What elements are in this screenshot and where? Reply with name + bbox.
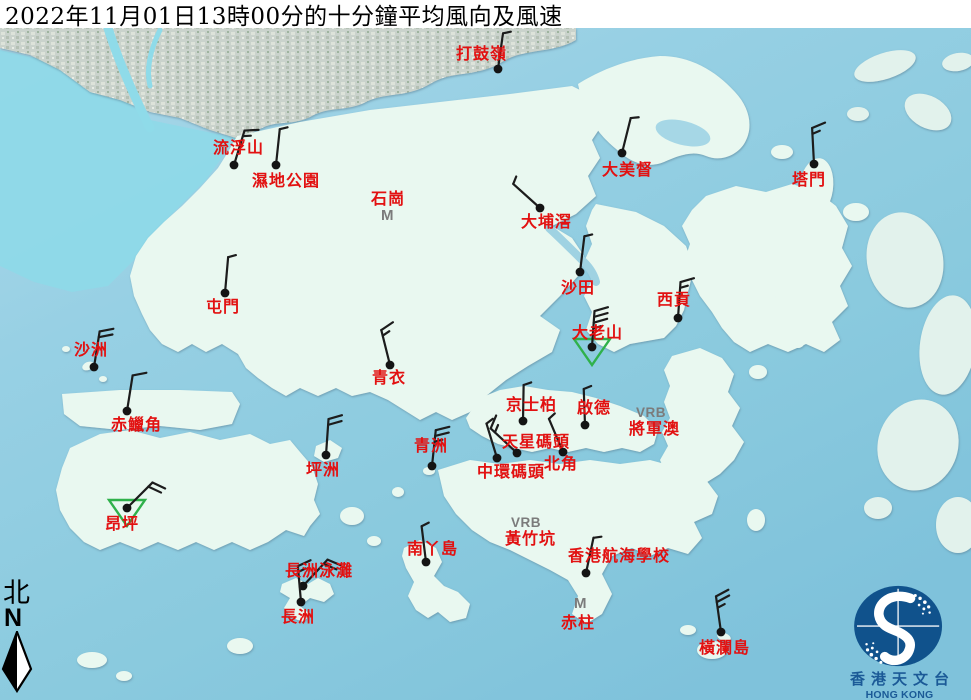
deep-bay-water: [0, 50, 236, 292]
shenzhen-river-2: [145, 27, 163, 89]
hko-logo-name-en: HONG KONG OBSERVATORY: [865, 688, 934, 700]
outer-islands: [847, 50, 971, 553]
station-label-tsing-yi[interactable]: 青衣: [372, 368, 407, 387]
hko-logo-name-cjk: 香港天文台: [849, 670, 955, 688]
station-status-m-shek-kong: M: [381, 207, 394, 224]
station-label-waglan-island[interactable]: 橫瀾島: [699, 638, 751, 657]
station-label-kai-tak[interactable]: 啟德: [577, 398, 612, 417]
logo-halftone-dots: [864, 593, 931, 664]
station-label-sha-tin[interactable]: 沙田: [561, 278, 596, 297]
station-label-tates-cairn[interactable]: 大老山: [572, 323, 624, 342]
station-label-sai-kung[interactable]: 西貢: [657, 290, 692, 309]
shenzhen-river: [103, 23, 155, 133]
compass-north-cjk: 北: [3, 578, 30, 609]
station-status-vrb-wong-chuk-hang: VRB: [511, 515, 542, 530]
station-label-lau-fau-shan[interactable]: 流浮山: [213, 138, 265, 157]
station-label-chek-lap-kok[interactable]: 赤鱲角: [111, 415, 163, 434]
plover-cove-water: [655, 119, 711, 147]
hko-logo: 香港天文台 HONG KONG OBSERVATORY: [828, 584, 971, 700]
station-label-cheung-chau-beach[interactable]: 長洲泳灘: [285, 561, 354, 580]
station-label-wong-chuk-hang[interactable]: 黃竹坑: [505, 529, 557, 548]
compass-north-letter: N: [4, 604, 23, 632]
map-title: 2022年11月01日13時00分的十分鐘平均風向及風速: [5, 4, 563, 30]
station-label-tai-mei-tuk[interactable]: 大美督: [602, 160, 654, 179]
station-label-tap-mun[interactable]: 塔門: [792, 170, 827, 189]
station-label-shek-kong[interactable]: 石崗: [371, 189, 406, 208]
compass-needle-icon: [1, 630, 33, 693]
station-label-ta-kwu-ling[interactable]: 打鼓嶺: [456, 44, 508, 63]
station-label-hk-sea-school[interactable]: 香港航海學校: [568, 546, 671, 565]
station-status-vrb-tseung-kwan-o: VRB: [636, 405, 667, 420]
station-label-lamma-island[interactable]: 南丫島: [407, 539, 459, 558]
station-label-stanley[interactable]: 赤柱: [561, 613, 596, 632]
station-label-tseung-kwan-o[interactable]: 將軍澳: [629, 419, 681, 438]
station-label-cheung-chau[interactable]: 長洲: [281, 607, 316, 626]
shenzhen-urban-area: [0, 28, 576, 139]
station-label-star-ferry-pier[interactable]: 天星碼頭: [502, 432, 571, 451]
station-status-m-stanley: M: [574, 595, 587, 612]
station-label-wetland-park[interactable]: 濕地公園: [252, 171, 321, 190]
hko-logo-icon: [853, 585, 942, 667]
station-label-peng-chau[interactable]: 坪洲: [306, 460, 341, 479]
station-label-tai-po-kau[interactable]: 大埔滘: [521, 212, 573, 231]
station-label-sha-chau[interactable]: 沙洲: [74, 340, 109, 359]
station-label-green-island[interactable]: 青洲: [414, 436, 449, 455]
map-title-bar: 2022年11月01日13時00分的十分鐘平均風向及風速: [0, 0, 971, 30]
station-label-kings-park[interactable]: 京士柏: [506, 395, 558, 414]
station-label-central-pier[interactable]: 中環碼頭: [477, 462, 546, 481]
station-label-tuen-mun[interactable]: 屯門: [206, 297, 241, 316]
north-compass: 北 N: [0, 580, 40, 693]
station-label-ngong-ping[interactable]: 昂坪: [105, 514, 140, 533]
station-label-north-point[interactable]: 北角: [544, 454, 579, 473]
